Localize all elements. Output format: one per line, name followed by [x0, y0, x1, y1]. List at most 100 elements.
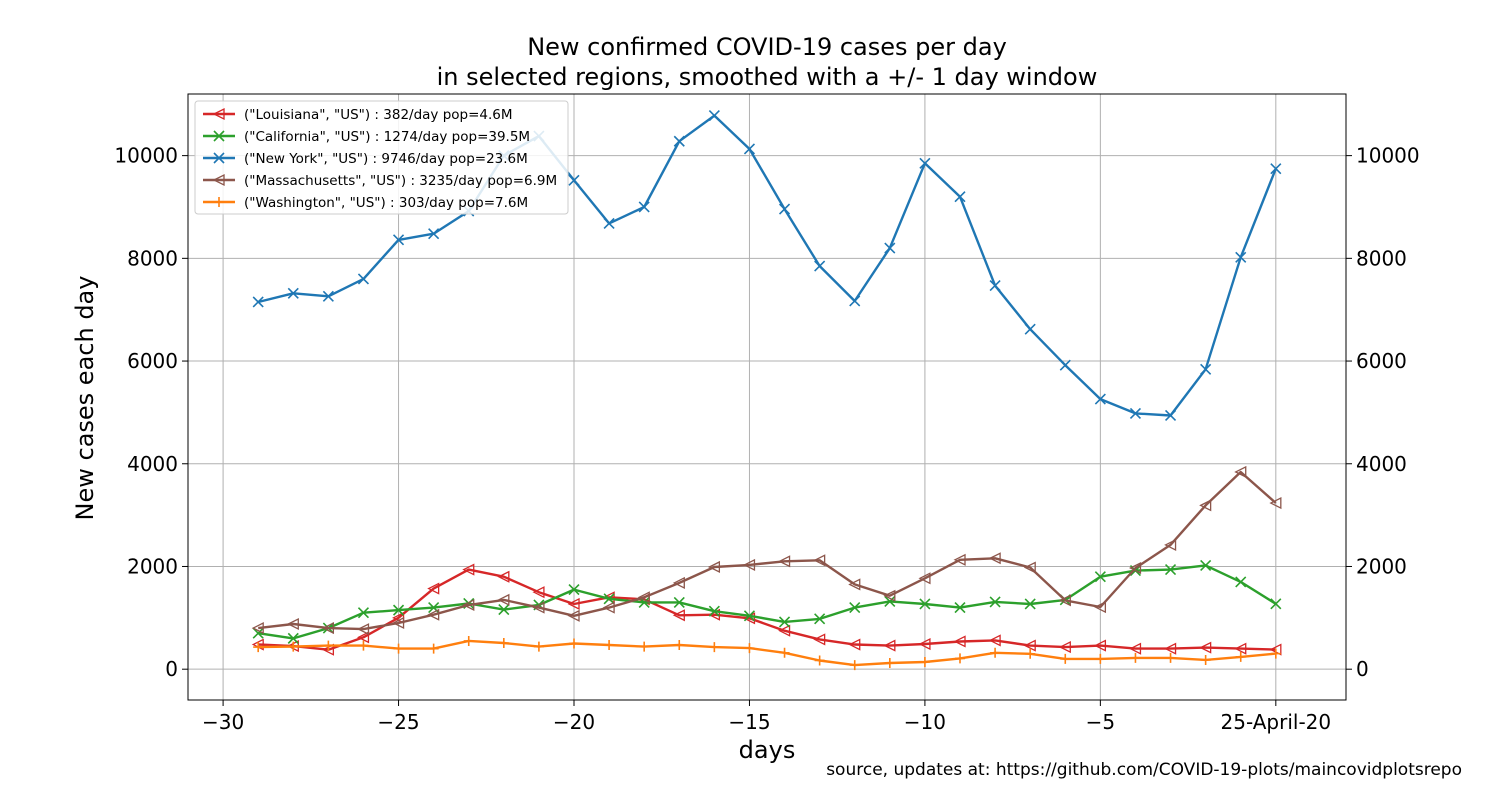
x-marker [322, 290, 334, 302]
plus-marker [709, 642, 720, 653]
triangle-left-marker [1234, 465, 1247, 479]
plus-marker [1095, 653, 1106, 664]
y-tick-label-right: 4000 [1356, 452, 1407, 476]
plus-marker [779, 647, 790, 658]
x-marker [603, 593, 615, 605]
x-marker [1235, 576, 1247, 588]
triangle-left-marker [212, 107, 225, 121]
x-marker [638, 201, 650, 213]
series-group [253, 635, 1281, 671]
x-marker [1235, 251, 1247, 263]
triangle-left-marker [427, 582, 440, 595]
x-tick-label: 25-April-20 [1221, 710, 1332, 734]
x-marker [1164, 563, 1177, 576]
triangle-left-marker [357, 631, 370, 644]
plot-frame [187, 93, 1347, 701]
plus-marker [533, 641, 544, 652]
x-marker [213, 130, 225, 142]
triangle-left-marker [321, 622, 335, 635]
plus-marker [814, 655, 825, 666]
x-marker [357, 607, 370, 619]
x-marker [1200, 363, 1212, 375]
series-line [258, 470, 1277, 631]
x-marker [252, 296, 264, 308]
plus-marker [214, 197, 224, 207]
triangle-left-marker [1058, 594, 1071, 607]
x-marker [778, 616, 791, 628]
x-marker [708, 110, 720, 122]
triangle-left-marker [988, 634, 1001, 647]
triangle-left-marker [286, 617, 299, 631]
triangle-left-marker [1058, 641, 1071, 654]
triangle-left-marker [392, 616, 405, 630]
triangle-left-marker [1023, 561, 1036, 574]
triangle-left-marker [778, 555, 791, 568]
plus-marker [639, 641, 650, 652]
x-marker [884, 242, 896, 254]
x-marker [1270, 598, 1282, 610]
x-marker [252, 627, 264, 639]
x-marker [743, 610, 756, 622]
legend-label: ("New York", "US") : 9746/day pop=23.6M [244, 151, 528, 167]
y-tick-label-right: 2000 [1356, 554, 1407, 578]
plus-marker [990, 647, 1001, 658]
legend: ("Louisiana", "US") : 382/day pop=4.6M ("… [194, 100, 569, 215]
triangle-left-marker [988, 552, 1001, 565]
x-marker [849, 601, 861, 614]
plus-marker [1270, 648, 1281, 659]
triangle-left-marker [462, 563, 475, 576]
x-marker [498, 604, 510, 616]
plus-marker [919, 656, 930, 667]
x-marker [603, 217, 615, 229]
x-marker [884, 595, 896, 607]
triangle-left-marker [1093, 639, 1107, 652]
plus-marker [604, 640, 615, 651]
x-marker [357, 273, 370, 285]
x-marker [1024, 598, 1036, 610]
x-marker [213, 152, 225, 164]
x-marker [1270, 163, 1282, 175]
chart-title-line-1: New confirmed COVID-19 cases per day [527, 33, 1007, 61]
x-marker [568, 174, 580, 186]
triangle-left-marker [672, 576, 685, 589]
triangle-left-marker [602, 601, 615, 614]
triangle-left-marker [497, 570, 510, 583]
triangle-left-marker [1199, 499, 1212, 512]
x-marker [673, 135, 685, 147]
series-group [251, 465, 1282, 636]
triangle-left-marker [1164, 538, 1177, 551]
triangle-left-marker [532, 586, 545, 599]
x-marker [673, 596, 685, 608]
triangle-left-marker [848, 578, 861, 591]
triangle-left-marker [1234, 642, 1247, 655]
triangle-left-marker [567, 609, 580, 622]
x-marker [392, 234, 405, 246]
plus-marker [323, 640, 334, 651]
triangle-left-marker [883, 639, 896, 652]
x-tick-label: −25 [377, 710, 419, 734]
x-tick-label: −5 [1086, 710, 1115, 734]
triangle-left-marker [1164, 642, 1177, 655]
y-tick-label-right: 8000 [1356, 246, 1407, 270]
y-tick-label-left: 2000 [127, 554, 178, 578]
triangle-left-marker [707, 560, 721, 574]
chart-title-line-2: in selected regions, smoothed with a +/-… [437, 63, 1098, 91]
x-marker [814, 613, 826, 625]
x-tick-label: −15 [728, 710, 770, 734]
y-tick-label-right: 6000 [1356, 349, 1407, 373]
plus-marker [674, 640, 685, 651]
x-marker [814, 260, 826, 272]
plus-marker [288, 641, 299, 652]
plus-marker [498, 637, 509, 648]
axis-ticks: −30 −25 −20 −15 −10 −5 25-April-20 0 0 2000 2000 40… [114, 144, 1419, 734]
plus-marker [569, 638, 579, 649]
x-marker [954, 191, 966, 203]
plus-marker [253, 642, 264, 653]
triangle-left-marker [251, 622, 264, 635]
x-tick-label: −10 [904, 710, 946, 734]
x-tick-label: −30 [202, 710, 244, 734]
plus-marker [849, 660, 860, 671]
plus-marker [463, 635, 474, 646]
triangle-left-marker [497, 593, 510, 606]
